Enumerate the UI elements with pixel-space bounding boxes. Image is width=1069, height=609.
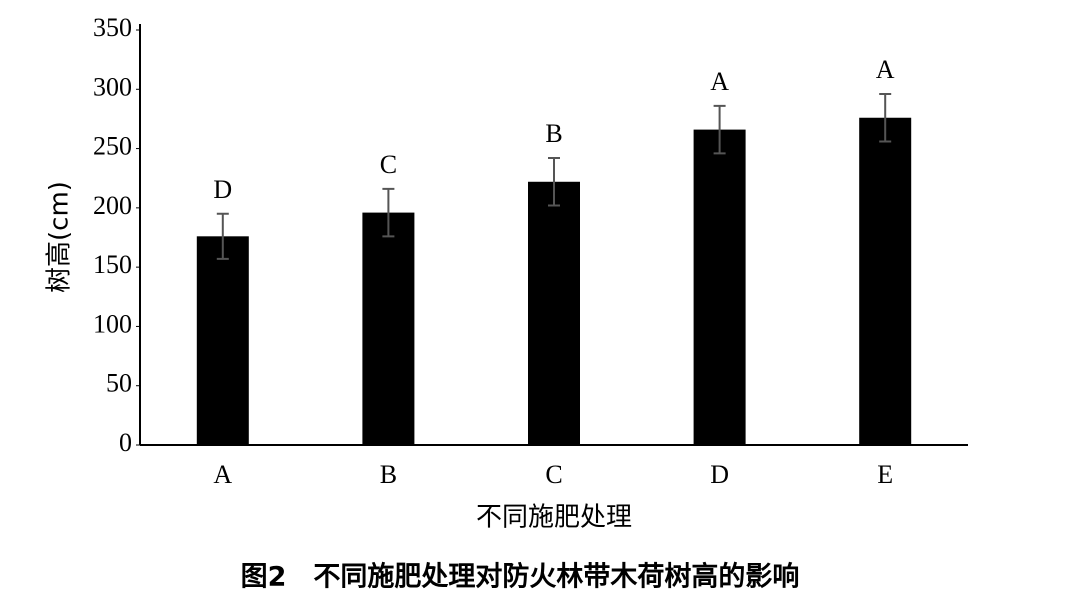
significance-label: A: [710, 67, 729, 96]
error-bar: [879, 93, 892, 143]
bar: [362, 212, 415, 445]
x-tick-label: B: [380, 460, 397, 489]
error-bar: [713, 104, 726, 155]
significance-label: C: [380, 150, 397, 179]
y-tick-label: 100: [93, 309, 132, 338]
significance-label: B: [545, 119, 562, 148]
y-tick-label: 350: [93, 13, 132, 42]
bar: [196, 236, 249, 445]
y-tick-label: 150: [93, 250, 132, 279]
bar: [693, 129, 746, 445]
y-tick-label: 0: [119, 428, 132, 457]
bar: [859, 117, 912, 445]
y-tick-label: 50: [106, 369, 132, 398]
x-axis-label: 不同施肥处理: [476, 503, 632, 533]
y-tick-label: 200: [93, 191, 132, 220]
bar: [528, 181, 580, 445]
x-tick-label: E: [877, 460, 893, 489]
error-bar: [216, 212, 229, 260]
x-tick-label: C: [545, 460, 562, 489]
x-tick-label: D: [710, 460, 729, 489]
y-tick-label: 300: [93, 72, 132, 101]
error-bar: [382, 187, 395, 238]
significance-label: A: [876, 55, 895, 84]
y-tick-label: 250: [93, 132, 132, 161]
significance-label: D: [213, 175, 232, 204]
y-axis-label: 树高(cm): [45, 181, 75, 293]
caption: 图2 不同施肥处理对防火林带木荷树高的影响: [241, 561, 800, 593]
x-tick-label: A: [213, 460, 232, 489]
error-bar: [548, 157, 560, 207]
